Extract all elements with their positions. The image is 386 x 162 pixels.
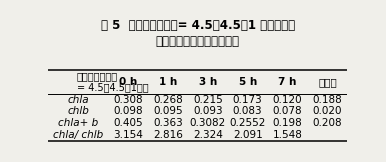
- Text: 0.098: 0.098: [113, 106, 143, 116]
- Text: 0.215: 0.215: [193, 95, 223, 105]
- Text: 乙醇：丙酮：水: 乙醇：丙酮：水: [77, 71, 118, 81]
- Text: 0.188: 0.188: [313, 95, 342, 105]
- Text: 0.208: 0.208: [313, 118, 342, 128]
- Text: 3.154: 3.154: [113, 130, 143, 140]
- Text: 0 h: 0 h: [119, 77, 137, 87]
- Text: 0.308: 0.308: [113, 95, 143, 105]
- Text: 1.548: 1.548: [273, 130, 303, 140]
- Text: 0.083: 0.083: [233, 106, 262, 116]
- Text: 7 h: 7 h: [278, 77, 297, 87]
- Text: 2.324: 2.324: [193, 130, 223, 140]
- Text: 2.091: 2.091: [233, 130, 262, 140]
- Text: 0.268: 0.268: [153, 95, 183, 105]
- Text: chla+ b: chla+ b: [58, 118, 98, 128]
- Text: 1 h: 1 h: [159, 77, 177, 87]
- Text: 表 5  乙醇：丙酮：水= 4.5：4.5：1 浸提法所得: 表 5 乙醇：丙酮：水= 4.5：4.5：1 浸提法所得: [101, 19, 295, 32]
- Text: 叶绿素含量及光稳定性比较: 叶绿素含量及光稳定性比较: [156, 35, 240, 48]
- Text: 0.3082: 0.3082: [190, 118, 226, 128]
- Text: 0.2552: 0.2552: [230, 118, 266, 128]
- Text: 5 h: 5 h: [239, 77, 257, 87]
- Text: 0.363: 0.363: [153, 118, 183, 128]
- Text: chla: chla: [67, 95, 89, 105]
- Text: = 4.5：4.5：1浸提: = 4.5：4.5：1浸提: [77, 83, 149, 93]
- Text: 3 h: 3 h: [199, 77, 217, 87]
- Text: 0.405: 0.405: [113, 118, 143, 128]
- Text: 0.173: 0.173: [233, 95, 262, 105]
- Text: chla/ chlb: chla/ chlb: [53, 130, 103, 140]
- Text: 0.020: 0.020: [313, 106, 342, 116]
- Text: 0.120: 0.120: [273, 95, 302, 105]
- Text: 降解值: 降解值: [318, 77, 337, 87]
- Text: 0.198: 0.198: [273, 118, 303, 128]
- Text: 0.095: 0.095: [153, 106, 183, 116]
- Text: 0.093: 0.093: [193, 106, 223, 116]
- Text: 0.078: 0.078: [273, 106, 302, 116]
- Text: 2.816: 2.816: [153, 130, 183, 140]
- Text: chlb: chlb: [67, 106, 89, 116]
